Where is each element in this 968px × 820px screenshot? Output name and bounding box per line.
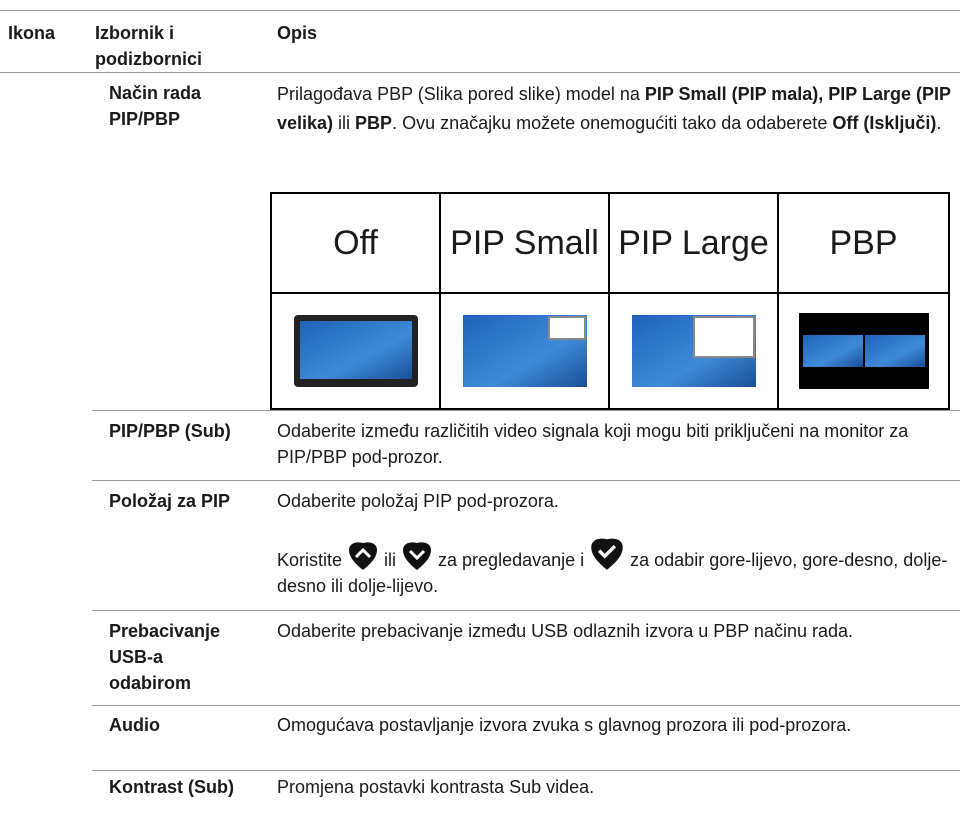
cell xyxy=(272,294,441,408)
paragraph: Koristite ili za pregledavanje i za odab… xyxy=(277,536,953,599)
paragraph: Odaberite prebacivanje između USB odlazn… xyxy=(277,621,853,641)
rule xyxy=(92,770,960,771)
down-icon xyxy=(403,542,432,570)
text: . Ovu značajku možete onemogućiti tako d… xyxy=(392,113,833,133)
rule xyxy=(92,410,960,411)
text: Off (Isključi) xyxy=(832,113,937,133)
text: ili xyxy=(379,550,402,570)
up-icon xyxy=(349,542,378,570)
paragraph: Odaberite položaj PIP pod-prozora. xyxy=(277,491,559,511)
cell: PIP Small xyxy=(441,194,610,294)
description: Omogućava postavljanje izvora zvuka s gl… xyxy=(277,712,953,748)
description: Odaberite prebacivanje između USB odlazn… xyxy=(277,618,953,654)
mode-label: PBP xyxy=(829,224,898,262)
header-cell: Izbornik i podizbornici xyxy=(95,23,202,69)
paragraph: Odaberite između različitih video signal… xyxy=(277,421,909,467)
text: Koristite xyxy=(277,550,348,570)
text: za pregledavanje i xyxy=(433,550,590,570)
monitor-icon xyxy=(462,315,587,387)
description: Prilagođava PBP (Slika pored slike) mode… xyxy=(277,80,953,148)
rule xyxy=(0,10,960,11)
menu-item: PIP/PBP (Sub) xyxy=(109,421,231,441)
description: Promjena postavki kontrasta Sub videa. xyxy=(277,776,953,808)
paragraph: Omogućava postavljanje izvora zvuka s gl… xyxy=(277,715,852,735)
header-cell: Ikona xyxy=(8,23,56,43)
rule xyxy=(92,480,960,481)
cell: PIP Large xyxy=(610,194,779,294)
menu-item: Audio xyxy=(109,715,160,735)
text: PBP xyxy=(355,113,393,133)
text: ili xyxy=(333,113,356,133)
rule xyxy=(0,72,960,73)
text: PIP Small (PIP mala), PIP Large (PIP vel… xyxy=(277,84,951,133)
menu-item: Način rada PIP/PBP xyxy=(109,83,202,129)
menu-item: Kontrast (Sub) xyxy=(109,777,234,797)
description: Odaberite između različitih video signal… xyxy=(277,418,953,480)
rule xyxy=(92,610,960,611)
cell xyxy=(610,294,779,408)
cell xyxy=(441,294,610,408)
monitor-icon xyxy=(293,315,418,387)
text: Prilagođava PBP (Slika pored slike) mode… xyxy=(277,84,645,104)
text: . xyxy=(936,113,942,133)
cell: Off xyxy=(272,194,441,294)
monitor-icon xyxy=(798,313,929,389)
mode-label: Off xyxy=(333,224,378,262)
description: Odaberite položaj PIP pod-prozora. Koris… xyxy=(277,488,953,609)
text: za odabir gore-lijevo, gore-desno, dolje… xyxy=(277,550,948,596)
monitor-icon xyxy=(631,315,756,387)
cell xyxy=(779,294,948,408)
paragraph: Prilagođava PBP (Slika pored slike) mode… xyxy=(277,80,953,138)
menu-item: Prebacivanje USB-a odabirom xyxy=(109,621,221,693)
cell: PBP xyxy=(779,194,948,294)
check-icon xyxy=(591,538,623,570)
header-cell: Opis xyxy=(277,23,318,43)
mode-table: Off PIP Small PIP Large PBP xyxy=(270,192,950,410)
paragraph: Promjena postavki kontrasta Sub videa. xyxy=(277,777,595,797)
mode-label: PIP Small xyxy=(450,224,599,262)
rule xyxy=(92,705,960,706)
mode-label: PIP Large xyxy=(618,224,769,262)
menu-item: Položaj za PIP xyxy=(109,491,231,511)
